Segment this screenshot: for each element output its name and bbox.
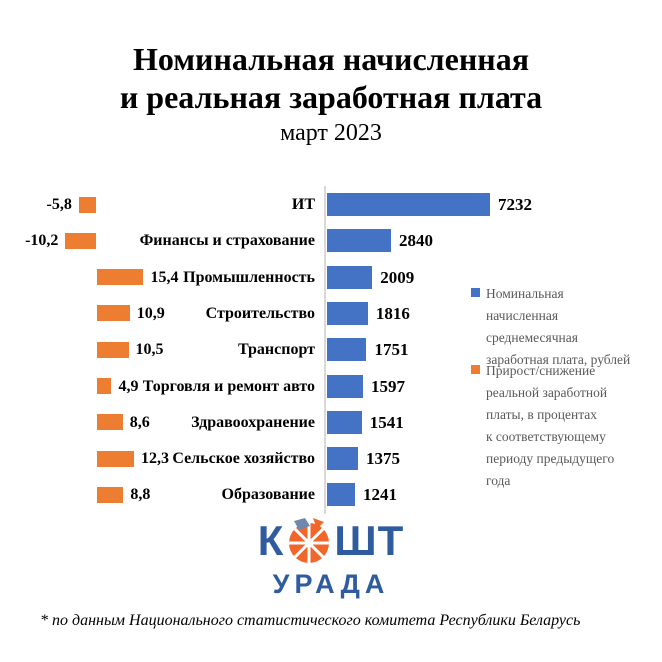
real-change-label: 8,6 — [129, 413, 150, 431]
legend-item-real-change: Прирост/снижение реальной заработной пла… — [471, 360, 649, 492]
category-label: Сельское хозяйство — [172, 450, 315, 468]
source-footnote: * по данным Национального статистическог… — [40, 612, 581, 629]
real-change-bar — [96, 414, 123, 431]
logo-word-kosht: К ШТ — [0, 516, 662, 566]
nominal-value-label: 1241 — [362, 485, 397, 505]
nominal-value-label: 1816 — [375, 303, 410, 323]
real-change-bar — [96, 450, 134, 467]
real-change-bar — [65, 232, 97, 249]
nominal-value-label: 1751 — [374, 340, 409, 360]
page-title-line2: и реальная заработная плата — [119, 79, 543, 115]
real-change-bar — [78, 196, 97, 213]
nominal-bar — [327, 338, 367, 362]
real-change-label: 12,3 — [141, 450, 169, 468]
nominal-bar — [327, 410, 362, 434]
category-label: Промышленность — [183, 268, 315, 286]
category-label: Транспорт — [237, 341, 315, 359]
nominal-bar — [327, 374, 363, 398]
kosht-urada-logo: К ШТ УРАДА — [0, 516, 662, 600]
legend-item-nominal: Номинальная начисленная среднемесячная з… — [471, 283, 649, 371]
nominal-value-label: 7232 — [498, 195, 532, 214]
real-change-label: 15,4 — [150, 268, 179, 286]
nominal-bar — [327, 193, 490, 216]
legend-marker-blue-icon — [471, 288, 480, 297]
nominal-bar — [327, 483, 355, 507]
logo-letter-k: К — [257, 517, 285, 564]
category-label: Образование — [221, 486, 315, 504]
orange-pie-logo-icon — [289, 518, 330, 563]
real-change-label: 10,9 — [136, 304, 165, 322]
nominal-bar — [327, 301, 368, 325]
nominal-value-label: 1541 — [369, 412, 404, 432]
nominal-value-label: 1597 — [370, 376, 405, 396]
title-block: Номинальная начисленная и реальная зараб… — [0, 40, 662, 148]
page-title-line1: Номинальная начисленная — [132, 41, 530, 77]
category-label: Торговля и ремонт авто — [142, 377, 315, 395]
real-change-label: -5,8 — [46, 196, 72, 213]
real-change-label: 8,8 — [130, 486, 151, 504]
real-change-bar — [96, 341, 129, 358]
real-change-bar — [96, 269, 144, 286]
logo-letters-sht: ШТ — [334, 517, 405, 564]
logo-word-urada: УРАДА — [272, 569, 390, 599]
real-change-label: 10,5 — [135, 341, 164, 359]
real-change-bar — [96, 486, 124, 503]
nominal-value-label: 2009 — [380, 267, 415, 287]
category-label: Здравоохранение — [191, 413, 315, 431]
legend-marker-orange-icon — [471, 365, 480, 374]
nominal-bar — [327, 229, 391, 253]
category-label: ИТ — [291, 196, 315, 213]
legend-label-nominal: Номинальная начисленная среднемесячная з… — [486, 286, 631, 367]
real-change-bar — [96, 378, 112, 394]
nominal-value-label: 1375 — [365, 449, 400, 469]
real-change-bar — [96, 305, 130, 322]
real-change-label: 4,9 — [118, 377, 139, 395]
nominal-value-label: 2840 — [399, 231, 433, 251]
real-change-label: -10,2 — [25, 232, 59, 250]
category-label: Строительство — [205, 304, 315, 322]
legend-label-real-change: Прирост/снижение реальной заработной пла… — [486, 363, 615, 488]
category-axis-line — [324, 186, 326, 514]
nominal-bar — [327, 265, 373, 289]
category-label: Финансы и страхование — [139, 232, 315, 250]
title-period: март 2023 — [280, 120, 382, 146]
nominal-bar — [327, 447, 358, 471]
